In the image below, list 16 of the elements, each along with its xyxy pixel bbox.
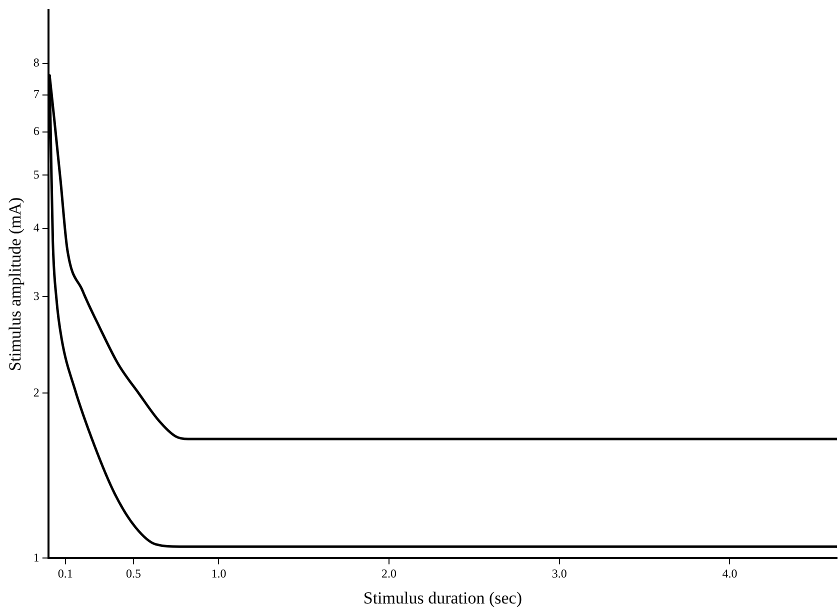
y-tick-label: 1 (33, 550, 40, 564)
x-tick-label: 2.0 (382, 566, 397, 581)
y-tick-label: 7 (33, 87, 40, 102)
y-tick-label: 6 (33, 124, 40, 138)
x-tick-label: 0.5 (126, 566, 142, 581)
y-tick-label: 4 (33, 220, 40, 234)
x-tick-label: 3.0 (552, 566, 567, 581)
x-tick-label: 0.1 (58, 566, 73, 581)
y-tick-label: 5 (33, 167, 40, 182)
x-tick-label: 1.0 (211, 566, 226, 581)
y-tick-label: 2 (33, 385, 40, 400)
y-axis-title: Stimulus amplitude (mA) (6, 197, 25, 372)
y-tick-label: 8 (33, 55, 40, 70)
y-tick-label: 3 (33, 288, 40, 303)
x-axis-title: Stimulus duration (sec) (363, 588, 522, 608)
x-tick-label: 4.0 (722, 566, 738, 581)
